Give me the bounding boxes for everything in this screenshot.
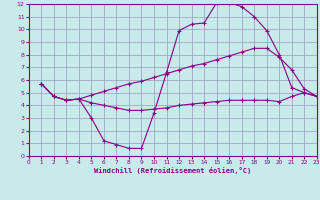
X-axis label: Windchill (Refroidissement éolien,°C): Windchill (Refroidissement éolien,°C) [94,167,252,174]
